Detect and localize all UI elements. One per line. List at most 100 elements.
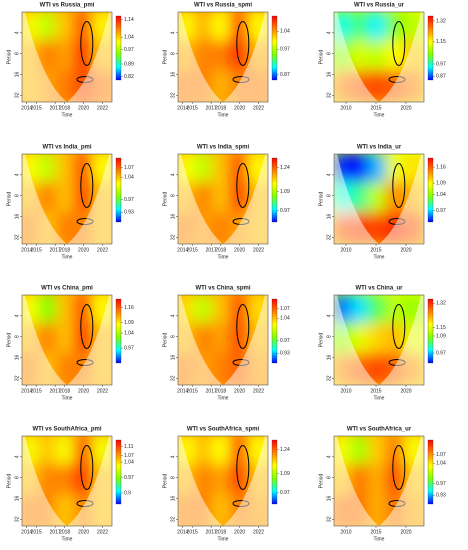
x-tick-label: 2010: [340, 105, 351, 111]
x-tick-label: 2018: [59, 388, 70, 394]
x-tick-label: 2015: [31, 388, 42, 394]
plot-frame: [177, 294, 269, 386]
x-tick-label: 2010: [340, 388, 351, 394]
heatmap-cell: [230, 464, 252, 498]
heatmap-cell: [386, 154, 408, 186]
plot-area: [22, 12, 112, 102]
y-tick-label: 8: [170, 52, 176, 55]
plot-area: [334, 12, 424, 102]
heatmap-cell: [212, 40, 234, 74]
colorbar: [427, 15, 434, 81]
heatmap-cell: [350, 12, 372, 44]
heatmap-cell: [38, 464, 60, 498]
x-axis-label: Time: [374, 536, 385, 542]
heatmap-cell: [350, 40, 372, 74]
x-tick-label: 2015: [187, 105, 198, 111]
heatmap-cell: [212, 494, 234, 526]
colorbar-tick-label: 0.87: [280, 72, 290, 78]
x-tick-label: 2017: [206, 105, 217, 111]
heatmap-cell: [386, 436, 408, 468]
y-tick-label: 16: [170, 71, 176, 77]
colorbar-tick-label: 1.32: [436, 301, 446, 307]
x-tick-label: 2017: [50, 105, 61, 111]
colorbar: [271, 439, 278, 505]
colorbar-tick-label: 1.04: [124, 175, 134, 181]
heatmap-cell: [350, 436, 372, 468]
heatmap-cell: [368, 494, 390, 526]
colorbar-tick-label: 1.09: [436, 180, 446, 186]
colorbar-tick-label: 1.11: [124, 444, 134, 450]
heatmap-cell: [38, 182, 60, 216]
x-tick-label: 2020: [78, 388, 89, 394]
panel-title: WTI vs China_spmi: [195, 286, 250, 292]
colorbar-tick-label: 1.04: [280, 29, 290, 35]
plot-frame: [21, 11, 113, 103]
x-tick-label: 2022: [97, 529, 108, 535]
plot-area: [22, 436, 112, 526]
colorbar-tick-label: 1.04: [436, 192, 446, 198]
colorbar-tick-label: 1.04: [124, 35, 134, 41]
y-tick-label: 32: [170, 375, 176, 381]
heatmap-cell: [56, 12, 78, 44]
colorbar-tick-label: 0.97: [280, 47, 290, 53]
colorbar-tick-label: 0.97: [280, 490, 290, 496]
x-tick-label: 2014: [177, 105, 188, 111]
heatmap-cell: [230, 182, 252, 216]
colorbar-tick-label: 1.07: [280, 306, 290, 312]
heatmap-cell: [56, 182, 78, 216]
colorbar: [427, 157, 434, 223]
plot-frame: [21, 153, 113, 245]
heatmap-cell: [230, 12, 252, 44]
panel-title: WTI vs India_ur: [357, 145, 402, 151]
x-axis-label: Time: [218, 536, 229, 542]
x-tick-label: 2010: [340, 247, 351, 253]
contour: [236, 21, 250, 66]
contour: [392, 163, 406, 208]
heatmap-cell: [212, 323, 234, 357]
x-tick-label: 2015: [31, 529, 42, 535]
heatmap-cell: [56, 436, 78, 468]
plot-area: [178, 154, 268, 244]
cone-of-influence: [178, 154, 268, 244]
panel: WTI vs China_ur 2010 2015 2020 Time 4 8 16 32 Per…: [318, 286, 446, 402]
colorbar-tick-label: 1.07: [124, 453, 134, 459]
y-axis-label: Period: [6, 50, 12, 65]
x-axis-label: Time: [218, 254, 229, 260]
cone-of-influence: [22, 12, 112, 102]
colorbar-tick-label: 0.9: [124, 490, 131, 496]
heatmap-cell: [194, 323, 216, 357]
y-axis-label: Period: [318, 192, 324, 207]
heatmap-cell: [56, 295, 78, 327]
colorbar-tick-label: 0.97: [280, 208, 290, 214]
y-tick-label: 4: [326, 455, 332, 458]
y-tick-label: 32: [170, 516, 176, 522]
x-tick-label: 2018: [215, 105, 226, 111]
cone-of-influence: [22, 295, 112, 385]
plot-frame: [21, 294, 113, 386]
x-tick-label: 2020: [234, 247, 245, 253]
y-tick-label: 8: [326, 476, 332, 479]
y-tick-label: 8: [326, 194, 332, 197]
y-tick-label: 4: [170, 455, 176, 458]
colorbar: [115, 15, 122, 81]
y-tick-label: 32: [14, 92, 20, 98]
heatmap-cell: [194, 464, 216, 498]
heatmap-cell: [74, 40, 96, 74]
heatmap-cell: [368, 436, 390, 468]
y-tick-label: 4: [14, 314, 20, 317]
plot-frame: [333, 294, 425, 386]
colorbar-tick-label: 1.04: [124, 459, 134, 465]
y-tick-label: 16: [326, 213, 332, 219]
colorbar: [427, 298, 434, 364]
y-tick-label: 4: [170, 314, 176, 317]
heatmap-cell: [386, 40, 408, 74]
heatmap-cell: [350, 323, 372, 357]
colorbar-tick-label: 0.93: [280, 351, 290, 357]
colorbar-tick-label: 1.09: [436, 333, 446, 339]
plot-area: [334, 154, 424, 244]
colorbar-tick-label: 1.07: [124, 165, 134, 171]
colorbar-tick-label: 1.04: [124, 330, 134, 336]
